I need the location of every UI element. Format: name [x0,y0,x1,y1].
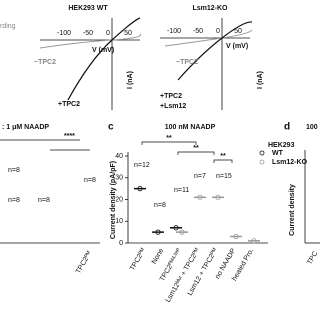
y-tick-label: 0 [119,240,123,247]
panel-title: HEK293 WT [68,5,108,12]
y-tick-label: 10 [115,218,123,225]
tick-label: -50 [83,30,93,37]
trace [67,17,141,101]
tick-label: 0 [216,28,220,35]
mean-marker [179,229,185,235]
y-tick-label: 40 [115,153,123,160]
axis-label: I (nA) [127,71,134,89]
n-label: n=7 [194,173,206,180]
bracket [141,141,197,145]
significance: ** [166,135,172,142]
n-label: n=8 [8,197,20,204]
trace-label: +TPC2 [160,93,182,100]
panel-label: d [284,122,290,133]
legend-label: WT [272,150,284,157]
legend-marker [259,159,265,165]
axis-label: I (nA) [257,71,264,89]
cut-label: rding [0,23,16,30]
panel-label: c [108,122,114,133]
mean-marker [155,229,161,235]
panel-title: 100 [306,124,318,131]
n-label: n=8 [8,167,20,174]
tick-label: -100 [57,30,71,37]
significance: ** [220,153,226,160]
tick-label: 50 [124,30,132,37]
y-tick-label: 20 [115,196,123,203]
y-tick-label: 30 [115,175,123,182]
trace-label: +Lsm12 [160,103,186,110]
category-label: TPC [306,250,319,266]
n-label: n=12 [134,162,150,169]
x-tick-label: None [151,247,165,265]
mean-marker [137,186,143,192]
tick-label: 50 [234,28,242,35]
category-label: TPC2ᴾᴹ [75,250,93,275]
legend-label: Lsm12-KO [272,159,308,166]
axis-label: V (mV) [92,47,114,54]
trace-label: +TPC2 [58,101,80,108]
n-label: n=8 [154,202,166,209]
panel-title: : 1 μM NAADP [2,124,49,131]
n-label: n=8 [84,177,96,184]
bracket [0,139,90,151]
mean-marker [173,225,179,231]
trace-label: −TPC2 [176,59,198,66]
mean-marker [251,238,257,244]
axis-label: V (mV) [226,43,248,50]
legend-marker [259,150,265,156]
bracket [177,151,215,155]
mean-marker [215,194,221,200]
mean-marker [197,194,203,200]
panel-title: Lsm12-KO [192,5,228,12]
trace-label: −TPC2 [34,59,56,66]
x-tick-label: TPC2ᴾᴹ [129,247,147,272]
trace [177,21,253,81]
legend-title: HEK293 [268,142,295,149]
n-label: n=15 [216,173,232,180]
significance: ** [193,145,199,152]
tick-label: -50 [193,28,203,35]
mean-marker [233,233,239,240]
panel-title: 100 nM NAADP [165,124,216,131]
significance: **** [64,133,75,140]
tick-label: -100 [167,28,181,35]
tick-label: 0 [106,30,110,37]
bracket [213,159,233,163]
n-label: n=8 [38,197,50,204]
axis-label: Current density [289,184,296,236]
axis-label: Current density (pA/pF) [110,161,117,239]
n-label: n=11 [174,187,189,194]
